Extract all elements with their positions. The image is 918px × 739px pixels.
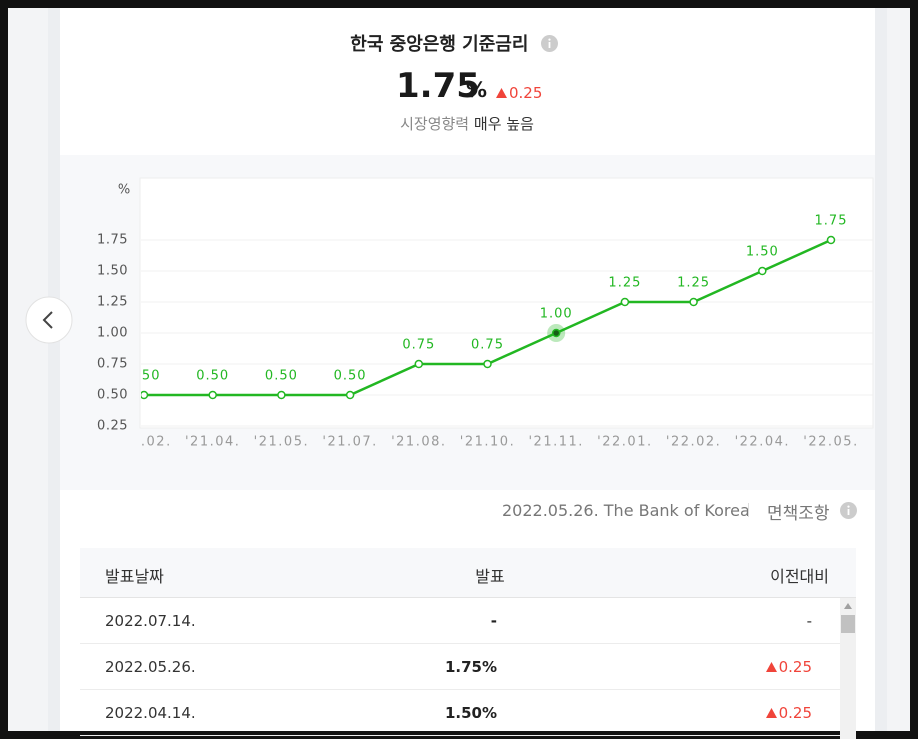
value-label: 0.50 xyxy=(128,369,161,384)
x-tick-label: '22.02. xyxy=(666,435,721,450)
point xyxy=(141,390,149,400)
x-tick-label: '21.04. xyxy=(185,435,240,450)
cell-change: 0.25 xyxy=(765,658,812,676)
point xyxy=(208,390,217,400)
value-label: 0.50 xyxy=(196,369,229,384)
title-row: 한국 중앙은행 기준금리 xyxy=(0,30,908,56)
impact: 시장영향력 매우 높음 xyxy=(0,113,918,134)
prev-button[interactable] xyxy=(22,294,76,348)
value-label: 1.50 xyxy=(746,245,779,260)
change-value: 0.25 xyxy=(778,658,812,676)
gutter xyxy=(48,8,60,731)
plot-area xyxy=(139,177,874,429)
x-tick-label: '21.08. xyxy=(391,435,446,450)
scroll-thumb[interactable] xyxy=(841,615,855,633)
cell-change: - xyxy=(807,612,812,630)
up-icon xyxy=(765,708,777,718)
y-tick-label: 0.50 xyxy=(97,388,128,403)
info-icon[interactable] xyxy=(840,502,857,519)
cell-change: 0.25 xyxy=(765,704,812,722)
plot: 0.50 '21.02. 0.50 '21.04. 0.50 '21.05. 0.50 '21… xyxy=(116,214,858,450)
scrollbar[interactable] xyxy=(840,598,856,739)
impact-level: 매우 높음 xyxy=(473,115,534,133)
disclaimer[interactable]: 면책조항 xyxy=(767,504,830,524)
up-icon xyxy=(496,88,507,98)
point xyxy=(689,297,698,307)
y-unit: % xyxy=(118,183,130,198)
value-label: 0.75 xyxy=(402,338,435,353)
y-tick-label: 1.00 xyxy=(97,326,128,341)
divider xyxy=(748,503,749,517)
value-label: 1.75 xyxy=(815,214,848,229)
point xyxy=(826,235,836,245)
y-tick-label: 0.75 xyxy=(97,357,128,372)
chart: % 0.250.500.751.001.251.501.750.50'21.02… xyxy=(60,155,875,490)
table-row: 2022.05.26. 1.75% 0.25 xyxy=(80,644,840,690)
point xyxy=(758,266,767,276)
cell-rate: - xyxy=(490,612,497,630)
source: 2022.05.26. The Bank of Korea xyxy=(502,501,750,520)
cell-date: 2022.04.14. xyxy=(105,704,196,722)
cell-date: 2022.05.26. xyxy=(105,658,196,676)
value-label: 1.00 xyxy=(540,307,573,322)
point xyxy=(551,328,561,338)
info-icon[interactable] xyxy=(540,35,558,52)
th: 발표날짜 xyxy=(105,567,164,586)
point xyxy=(620,297,630,307)
gutter xyxy=(875,8,887,731)
x-tick-label: '22.04. xyxy=(735,435,790,450)
cell-rate: 1.75% xyxy=(444,658,497,676)
x-tick-label: '22.01. xyxy=(597,435,652,450)
y-tick-label: 1.25 xyxy=(97,295,128,310)
rate-unit: % xyxy=(466,78,488,102)
cell-date: 2022.07.14. xyxy=(105,612,196,630)
value-label: 1.25 xyxy=(677,276,710,291)
table-row: 2022.04.14. 1.50% 0.25 xyxy=(80,690,840,736)
x-tick-label: '21.07. xyxy=(322,435,377,450)
th: 이전대비 xyxy=(770,567,829,586)
x-tick-label: '21.10. xyxy=(460,435,515,450)
x-tick-label: '22.05. xyxy=(803,435,858,450)
y-tick-label: 1.50 xyxy=(97,264,128,279)
point xyxy=(414,359,424,369)
up-icon xyxy=(765,662,777,672)
table-header: 발표날짜 발표 이전대비 xyxy=(80,548,856,598)
point xyxy=(483,359,492,369)
rate: 1.75 xyxy=(396,66,480,106)
value-label: 1.25 xyxy=(608,276,641,291)
y-tick-label: 1.75 xyxy=(97,233,128,248)
cell-rate: 1.50% xyxy=(444,704,497,722)
y-tick-label: 0.25 xyxy=(97,419,128,434)
table-row: 2022.07.14. - - xyxy=(80,598,840,644)
value-label: 0.50 xyxy=(334,369,367,384)
x-tick-label: '21.02. xyxy=(116,435,171,450)
x-tick-label: '21.05. xyxy=(254,435,309,450)
change-value: - xyxy=(806,612,812,630)
th: 발표 xyxy=(475,567,505,586)
x-tick-label: '21.11. xyxy=(528,435,583,450)
title: 한국 중앙은행 기준금리 xyxy=(350,34,529,55)
point xyxy=(277,390,286,400)
change-value: 0.25 xyxy=(778,704,812,722)
value-label: 0.50 xyxy=(265,369,298,384)
rate-change: 0.25 xyxy=(509,84,543,102)
value-label: 0.75 xyxy=(471,338,504,353)
impact-label: 시장영향력 xyxy=(400,115,470,133)
point xyxy=(345,390,355,400)
